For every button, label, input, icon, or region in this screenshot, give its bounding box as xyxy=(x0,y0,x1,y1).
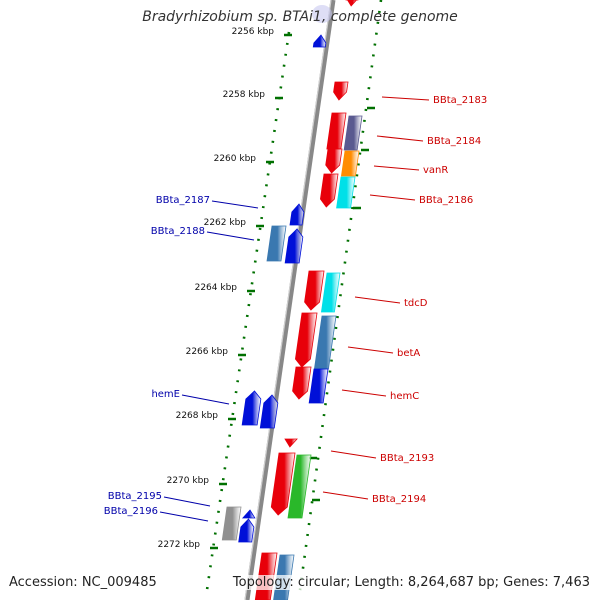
gene-arrow xyxy=(312,34,327,48)
kbp-tick-label: 2258 kbp xyxy=(223,90,266,100)
gene-arrow xyxy=(241,509,256,519)
gene-label: hemC xyxy=(390,391,419,402)
gene-label-leader xyxy=(181,394,230,405)
gene-label-leader xyxy=(354,296,401,304)
gene-label-leader xyxy=(163,496,211,507)
kbp-tick-label: 2264 kbp xyxy=(195,283,238,293)
genome-backbone xyxy=(244,0,336,600)
gene-arrow xyxy=(340,150,360,177)
gene-label-leader xyxy=(330,450,377,459)
title-highlight xyxy=(312,5,332,23)
gene-label-leader xyxy=(322,491,369,500)
gene-arrow xyxy=(292,366,312,400)
accession-label: Accession: NC_009485 xyxy=(9,575,157,590)
gene-label: BBta_2194 xyxy=(372,494,426,505)
gene-arrow xyxy=(295,312,318,368)
gene-label: hemE xyxy=(151,389,180,400)
gene-arrow xyxy=(238,518,255,543)
genome-backbone-highlight xyxy=(244,0,332,600)
gene-arrow xyxy=(289,203,305,226)
gene-arrow xyxy=(241,390,262,426)
gene-label: BBta_2183 xyxy=(433,95,487,106)
gene-arrow xyxy=(313,315,337,370)
topology-label: Topology: circular; Length: 8,264,687 bp… xyxy=(232,575,590,590)
gene-label-leader xyxy=(347,346,394,354)
gene-arrow xyxy=(308,368,329,404)
kbp-tick-label: 2268 kbp xyxy=(176,411,219,421)
kbp-tick-label: 2260 kbp xyxy=(214,154,257,164)
gene-arrow xyxy=(270,452,296,516)
gene-arrow xyxy=(284,438,298,448)
gene-label-leader xyxy=(341,389,387,397)
kbp-tick-label: 2270 kbp xyxy=(167,476,210,486)
gene-label-leader xyxy=(376,135,424,142)
gene-label-leader xyxy=(381,96,430,101)
gene-label-leader xyxy=(373,165,420,171)
gene-label-leader xyxy=(369,194,416,201)
gene-arrow xyxy=(326,112,347,150)
gene-label: BBta_2188 xyxy=(151,226,205,237)
gene-label-leader xyxy=(211,200,259,209)
gene-arrow xyxy=(221,506,242,541)
gene-label: BBta_2196 xyxy=(104,506,158,517)
gene-label: BBta_2184 xyxy=(427,136,481,147)
genome-title: Bradyrhizobium sp. BTAi1, complete genom… xyxy=(142,9,458,25)
gene-arrow xyxy=(333,81,349,101)
kbp-tick-label: 2262 kbp xyxy=(204,218,247,228)
gene-label: BBta_2186 xyxy=(419,195,473,206)
gene-arrow xyxy=(284,228,304,264)
kbp-tick-label: 2256 kbp xyxy=(232,27,275,37)
kbp-tick-label: 2272 kbp xyxy=(158,540,201,550)
gene-label: BBta_2195 xyxy=(108,491,162,502)
gene-label: BBta_2193 xyxy=(380,453,434,464)
gene-label: betA xyxy=(397,348,420,359)
gene-arrow xyxy=(287,454,312,519)
kbp-tick-label: 2266 kbp xyxy=(186,347,229,357)
gene-arrow xyxy=(336,176,356,209)
gene-arrow xyxy=(345,0,359,7)
gene-arrow xyxy=(325,148,343,174)
right-dotted-track xyxy=(298,0,383,591)
gene-arrow xyxy=(266,225,287,262)
gene-arrow xyxy=(343,115,363,151)
gene-arrow xyxy=(259,394,279,429)
gene-label-leader xyxy=(206,231,255,241)
gene-label-leader xyxy=(159,511,209,522)
gene-label: tdcD xyxy=(404,298,428,309)
gene-arrow xyxy=(320,173,339,208)
gene-arrow xyxy=(304,270,325,311)
gene-arrow xyxy=(320,272,341,313)
gene-label: BBta_2187 xyxy=(156,195,210,206)
gene-label: vanR xyxy=(423,165,448,176)
